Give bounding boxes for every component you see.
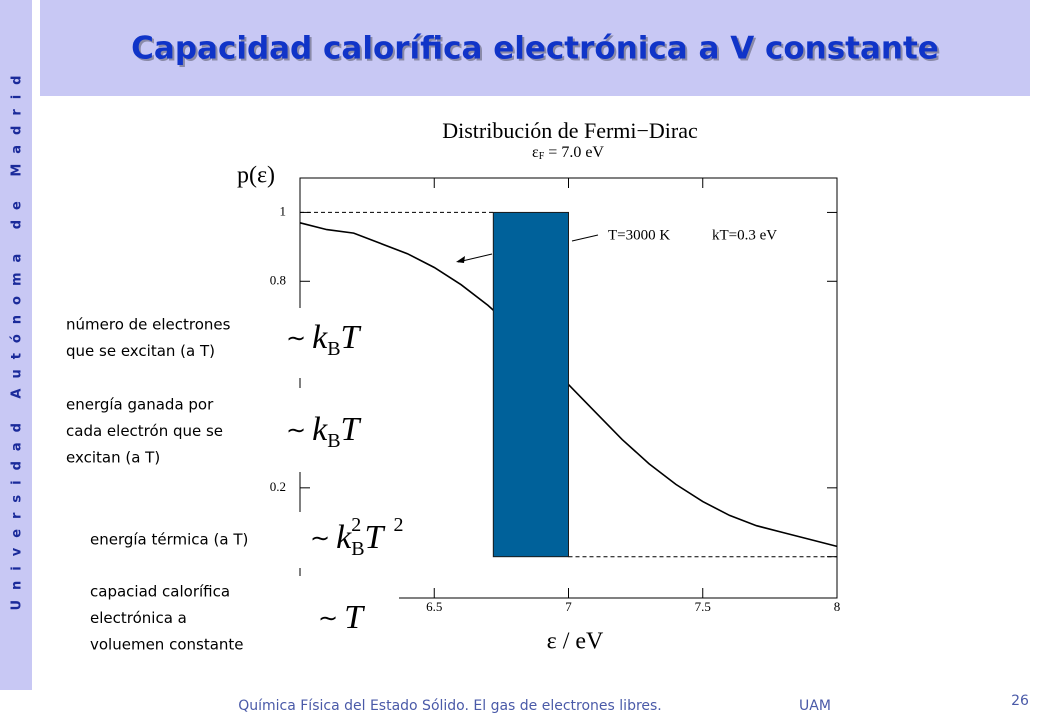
subtitle-symbol: ε (532, 144, 539, 161)
title-shadow: Capacidad calorífica electrónica a V con… (133, 33, 941, 69)
x-tick-label: 6.5 (426, 599, 442, 614)
formula-lead: ∼ (286, 418, 306, 444)
note-box (84, 576, 399, 656)
annotation: kT=0.3 eV (712, 227, 777, 243)
formula: ∼ kBT (286, 319, 362, 360)
formula-base: k (312, 319, 328, 356)
formula-var: T (341, 411, 362, 448)
note-text: cada electrón que se (66, 422, 223, 440)
notes: número de electrones que se excitan (a T)… (60, 308, 414, 656)
chart: Distribución de Fermi−Dirac εF = 7.0 eV p… (237, 118, 840, 654)
note-text: excitan (a T) (66, 449, 160, 467)
x-tick-label: 8 (834, 599, 841, 614)
annotation-line (571, 234, 599, 242)
footer-text: Química Física del Estado Sólido. El gas… (238, 698, 662, 714)
y-axis-label: p(ε) (237, 163, 275, 189)
note-text: capaciad calorífica (90, 583, 230, 601)
formula-sub: B (327, 430, 340, 452)
title: Capacidad calorífica electrónica a V con… (131, 31, 939, 67)
subtitle-subscript: F (539, 151, 545, 162)
note-text: energía térmica (a T) (90, 531, 248, 549)
annotation: T=3000 K (608, 227, 670, 243)
formula: ∼ k2 BT 2 (310, 514, 403, 560)
formula-lead: ∼ (318, 606, 338, 632)
formula: ∼ T (318, 599, 365, 636)
formula-var-sup: 2 (393, 514, 403, 536)
note-text: que se excitan (a T) (66, 342, 215, 360)
formula-sub: B (327, 338, 340, 360)
annotation-arrow (456, 256, 465, 263)
highlight-box (492, 211, 570, 558)
subtitle-text: = 7.0 eV (548, 144, 604, 161)
chart-title: Distribución de Fermi−Dirac (442, 118, 698, 143)
note-text: voluemen constante (90, 636, 244, 654)
formula-lead: ∼ (286, 326, 306, 352)
note-box (84, 512, 414, 568)
formula: ∼ kBT (286, 411, 362, 452)
formula-base: k (312, 411, 328, 448)
y-tick-label: 1 (280, 203, 287, 218)
formula-var: T (344, 599, 365, 636)
y-tick-label: 0.2 (270, 479, 286, 494)
note-text: energía ganada por (66, 396, 214, 414)
formula-sub: B (351, 538, 364, 560)
x-tick-label: 7.5 (695, 599, 711, 614)
formula-sup: 2 (351, 514, 361, 536)
chart-subtitle: εF = 7.0 eV (532, 144, 604, 163)
formula-lead: ∼ (310, 526, 330, 552)
footer-org: UAM (799, 698, 831, 714)
note-box (60, 388, 365, 472)
page-number: 26 (1011, 693, 1029, 709)
formula-var: T (341, 319, 362, 356)
x-tick-label: 7 (565, 599, 572, 614)
note-box (60, 308, 365, 378)
y-tick-label: 0.8 (270, 272, 286, 287)
note-text: electrónica a (90, 609, 187, 627)
formula-base: k (336, 519, 352, 556)
note-text: número de electrones (66, 316, 231, 334)
formula-var: T (365, 519, 386, 556)
title-bar (40, 0, 1030, 96)
x-axis-label: ε / eV (547, 629, 604, 655)
sidebar (0, 0, 32, 690)
